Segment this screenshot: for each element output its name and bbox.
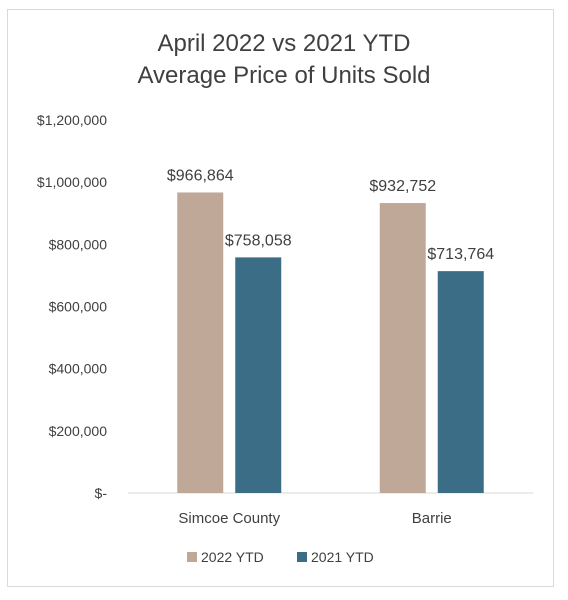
bar	[235, 257, 282, 493]
y-tick-label: $600,000	[49, 299, 108, 315]
legend-label: 2022 YTD	[201, 549, 264, 565]
legend-label: 2021 YTD	[311, 549, 374, 565]
data-label: $932,752	[369, 178, 436, 195]
x-tick-label: Barrie	[412, 510, 452, 527]
bar	[379, 203, 426, 493]
y-tick-label: $-	[95, 485, 108, 501]
y-tick-label: $1,000,000	[37, 174, 107, 190]
chart-title-line-1: April 2022 vs 2021 YTD	[157, 30, 411, 57]
y-tick-label: $400,000	[49, 361, 108, 377]
x-tick-label: Simcoe County	[178, 510, 280, 527]
data-label: $966,864	[167, 167, 234, 184]
legend-swatch	[297, 552, 307, 562]
bar	[177, 192, 224, 494]
y-tick-label: $1,200,000	[37, 112, 107, 128]
bar	[437, 271, 484, 493]
data-label: $758,058	[225, 232, 292, 249]
chart-title: April 2022 vs 2021 YTD Average Price of …	[0, 28, 568, 92]
y-tick-label: $200,000	[49, 423, 108, 439]
data-label: $713,764	[427, 246, 494, 263]
y-tick-label: $800,000	[49, 236, 108, 252]
chart-title-line-2: Average Price of Units Sold	[137, 62, 431, 89]
legend-swatch	[187, 552, 197, 562]
